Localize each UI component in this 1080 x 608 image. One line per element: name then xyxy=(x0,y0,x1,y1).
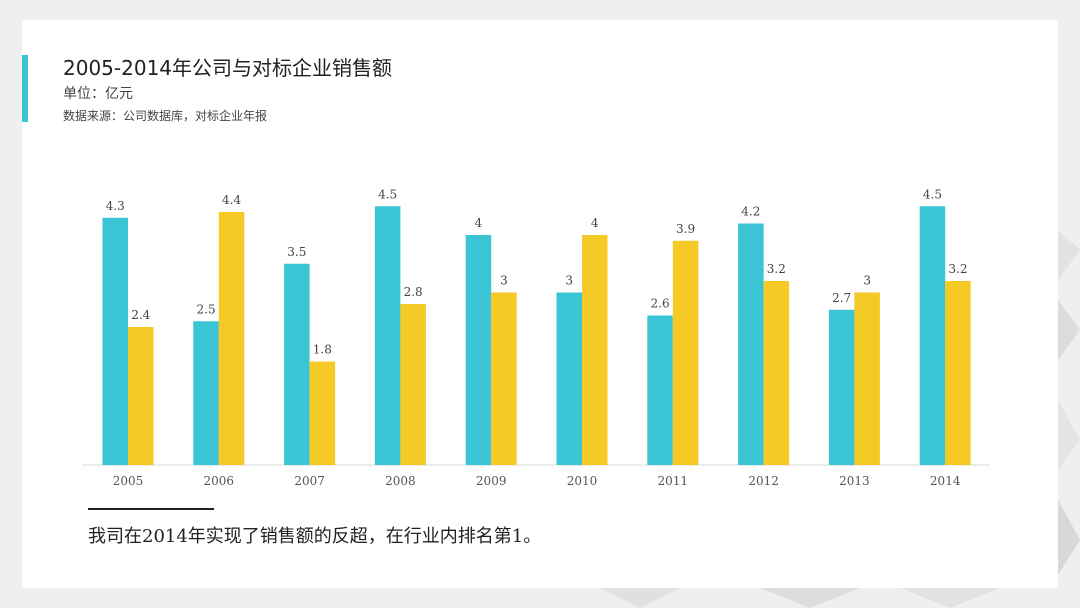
data-label: 4.3 xyxy=(106,199,125,213)
data-label: 4.4 xyxy=(222,193,241,207)
data-label: 3.9 xyxy=(676,222,695,236)
data-label: 2.7 xyxy=(832,291,851,305)
data-label: 2.6 xyxy=(651,297,670,311)
bar-2008-s1 xyxy=(400,304,426,465)
bar-2009-s1 xyxy=(491,292,517,465)
data-label: 3.5 xyxy=(287,245,306,259)
data-label: 3 xyxy=(863,274,871,288)
bar-2009-s0 xyxy=(465,235,492,465)
bar-2011-s1 xyxy=(672,240,699,465)
data-label: 3 xyxy=(565,274,573,288)
bar-2013-s0 xyxy=(828,309,855,465)
bar-2005-s0 xyxy=(102,217,128,465)
bar-2007-s1 xyxy=(309,361,336,465)
unit-label: 单位：亿元 xyxy=(63,86,133,102)
x-tick-label: 2005 xyxy=(113,474,144,488)
bar-2013-s1 xyxy=(854,292,880,465)
data-label: 2.4 xyxy=(131,308,150,322)
x-tick-label: 2007 xyxy=(294,474,325,488)
source-label: 数据来源：公司数据库，对标企业年报 xyxy=(63,109,268,123)
x-tick-label: 2008 xyxy=(385,474,416,488)
x-tick-label: 2014 xyxy=(930,474,961,488)
x-tick-label: 2011 xyxy=(658,474,689,488)
x-tick-label: 2013 xyxy=(839,474,870,488)
x-tick-label: 2012 xyxy=(748,474,779,488)
data-label: 3 xyxy=(500,274,508,288)
accent-bar xyxy=(22,55,28,122)
data-label: 4 xyxy=(591,216,599,230)
separator-line xyxy=(88,508,214,510)
data-label: 4 xyxy=(475,216,483,230)
bar-2010-s0 xyxy=(556,292,582,465)
bar-2011-s0 xyxy=(647,315,673,465)
data-label: 2.8 xyxy=(404,285,423,299)
bar-2012-s1 xyxy=(763,281,790,465)
x-tick-label: 2006 xyxy=(204,474,235,488)
bar-2014-s1 xyxy=(945,281,971,465)
bar-2012-s0 xyxy=(738,223,764,465)
x-tick-label: 2009 xyxy=(476,474,507,488)
bar-2006-s1 xyxy=(218,212,245,465)
data-label: 4.5 xyxy=(923,187,942,201)
bar-2008-s0 xyxy=(374,206,401,465)
slide-card xyxy=(22,20,1058,588)
data-label: 3.2 xyxy=(948,262,967,276)
bar-2006-s0 xyxy=(193,321,219,465)
data-label: 4.5 xyxy=(378,187,397,201)
bar-2007-s0 xyxy=(284,263,310,465)
data-label: 2.5 xyxy=(197,302,216,316)
bar-2010-s1 xyxy=(582,235,608,465)
data-label: 1.8 xyxy=(313,343,332,357)
bar-2005-s1 xyxy=(128,327,154,465)
data-label: 3.2 xyxy=(767,262,786,276)
data-label: 4.2 xyxy=(741,205,760,219)
conclusion-note: 我司在2014年实现了销售额的反超，在行业内排名第1。 xyxy=(88,526,542,547)
chart-title: 2005-2014年公司与对标企业销售额 xyxy=(63,56,393,80)
x-tick-label: 2010 xyxy=(567,474,598,488)
bar-2014-s0 xyxy=(919,206,946,465)
